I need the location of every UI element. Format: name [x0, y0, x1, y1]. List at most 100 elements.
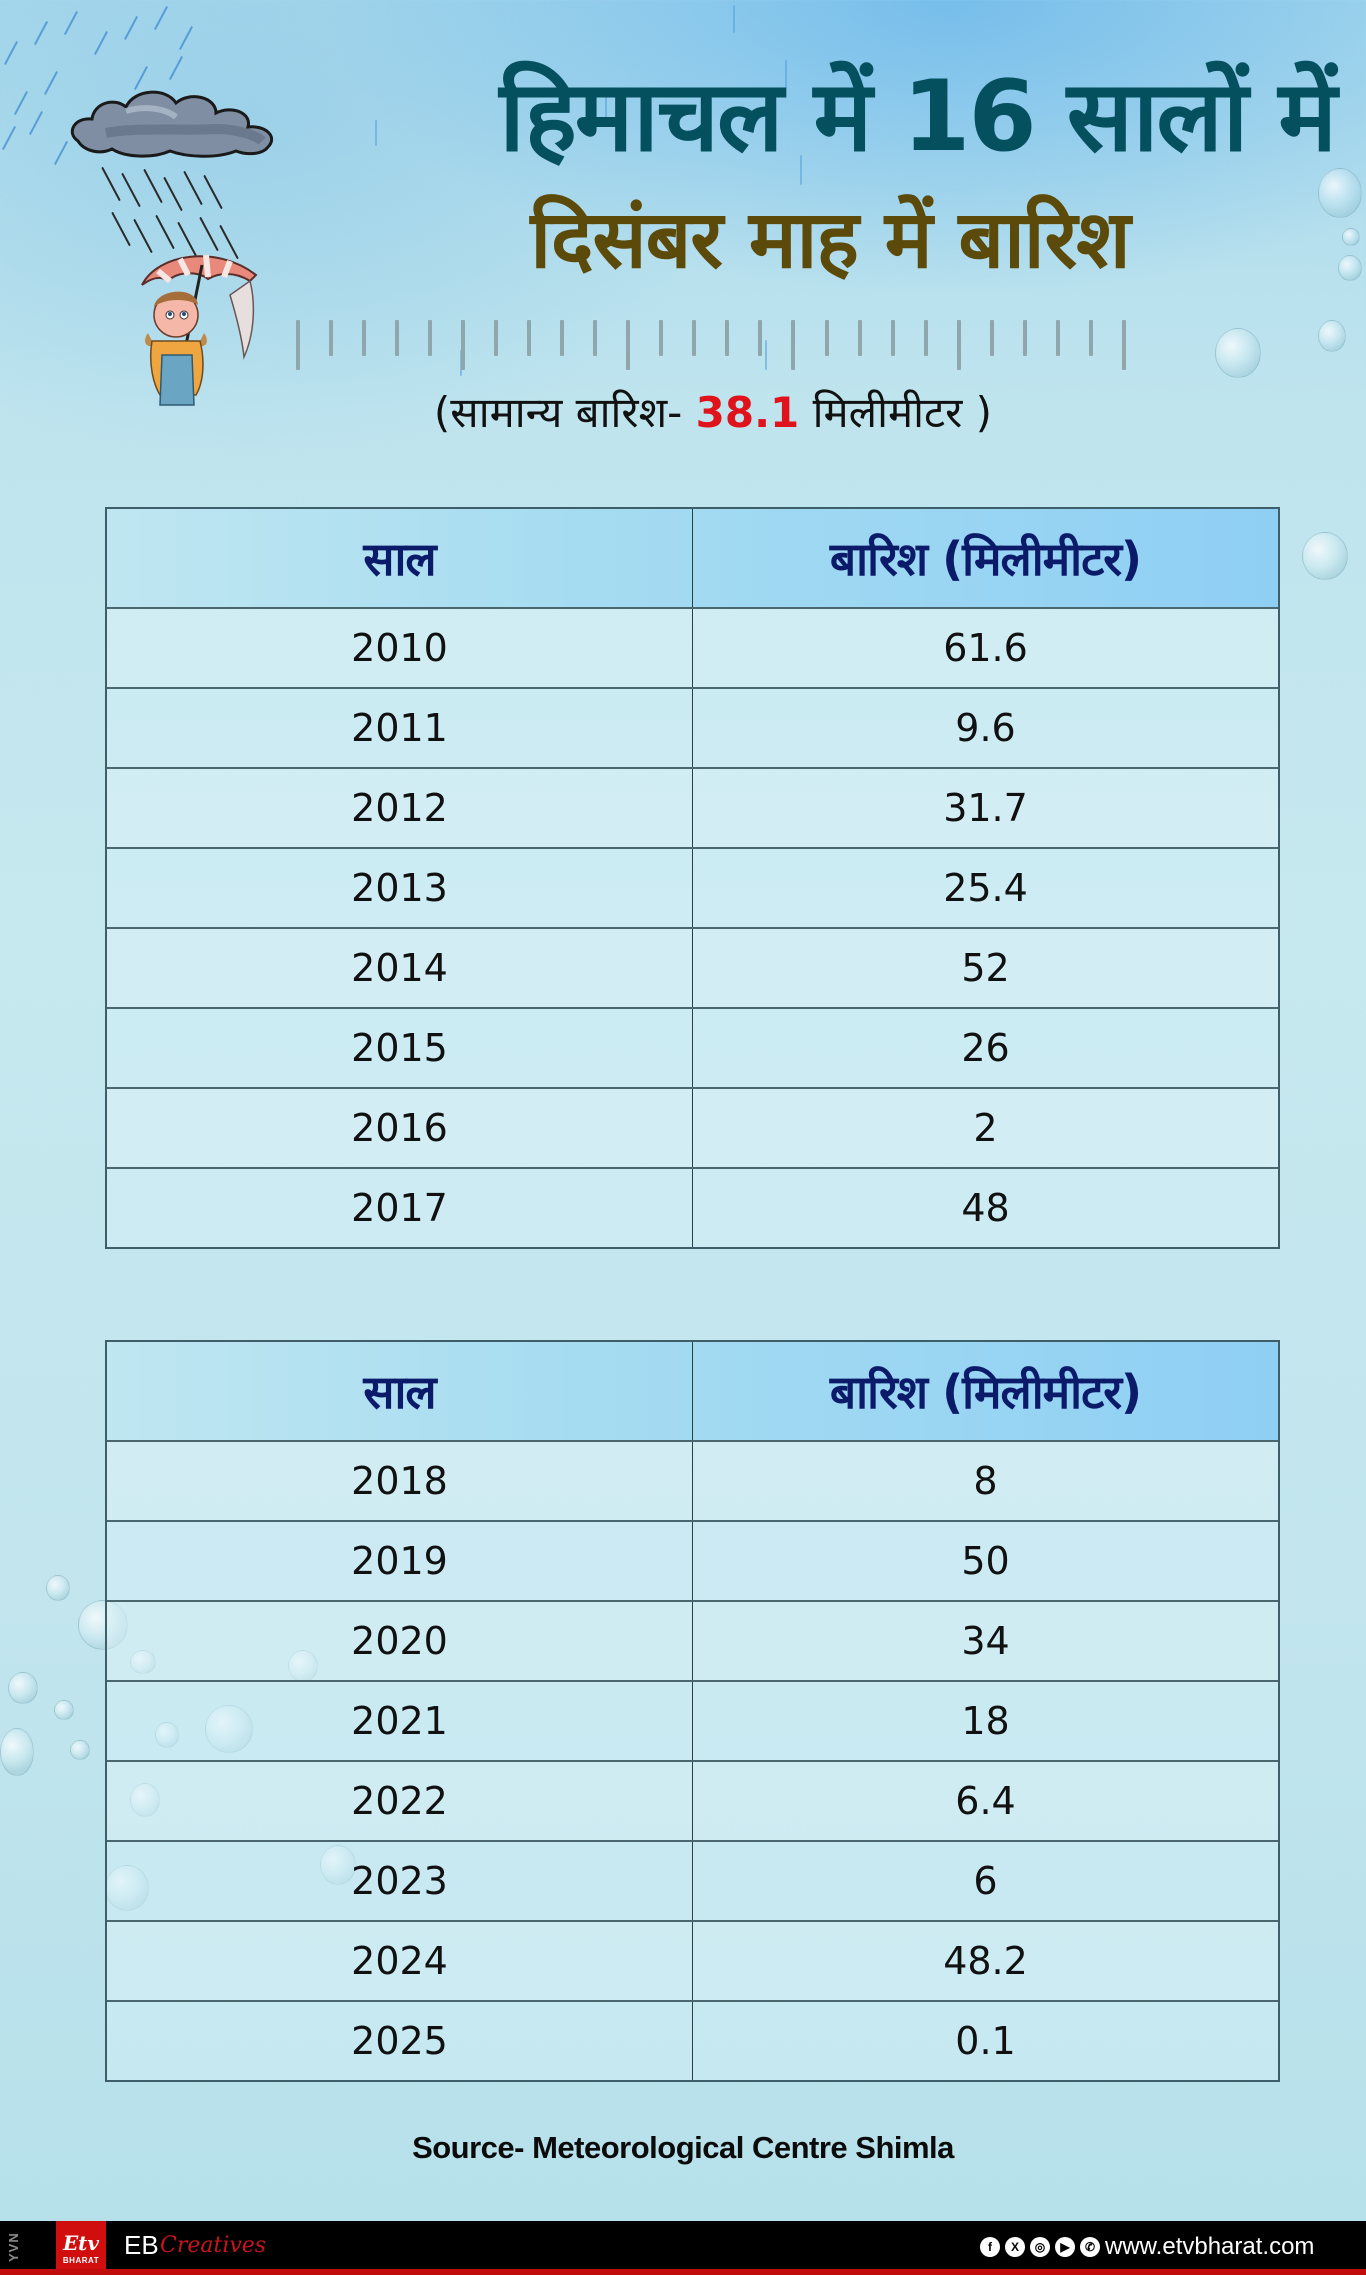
rain-streak [733, 5, 735, 33]
normal-rainfall-value: 38.1 [695, 388, 800, 437]
water-drop-icon [46, 1575, 70, 1601]
water-drop-icon [8, 1672, 38, 1704]
year-cell: 2012 [107, 769, 693, 847]
x-icon[interactable]: X [1005, 2237, 1025, 2257]
year-cell: 2025 [107, 2002, 693, 2080]
rainfall-cell: 34 [961, 1619, 1010, 1663]
table-row: 2016 2 [107, 1087, 1278, 1167]
column-header-rainfall: बारिश (मिलीमीटर) [829, 532, 1142, 586]
social-links: f X ◎ ▶ ✆ [980, 2237, 1100, 2257]
table-row: 2023 6 [107, 1840, 1278, 1920]
water-drop-icon [0, 1728, 34, 1776]
normal-rainfall-note: (सामान्य बारिश- 38.1 मिलीमीटर ) [0, 378, 1366, 448]
year-cell: 2024 [107, 1922, 693, 2000]
rainfall-cell: 9.6 [955, 706, 1016, 750]
year-cell: 2021 [107, 1682, 693, 1760]
etv-bharat-logo[interactable]: Etv BHARAT [56, 2221, 106, 2269]
water-drop-icon [1338, 255, 1362, 281]
ruler-divider [296, 320, 1126, 374]
logo-subtext: BHARAT [62, 2256, 100, 2265]
normal-rainfall-prefix: (सामान्य बारिश- [433, 388, 696, 437]
table-row: 2019 50 [107, 1520, 1278, 1600]
rain-streak [460, 350, 462, 376]
footer-bar: YVN Etv BHARAT EB Creatives f X ◎ ▶ ✆ ww… [0, 2221, 1366, 2275]
rainfall-cell: 6.4 [955, 1779, 1016, 1823]
rainfall-cell: 6 [973, 1859, 998, 1903]
table-row: 2025 0.1 [107, 2000, 1278, 2080]
rainfall-cell: 2 [973, 1106, 998, 1150]
year-cell: 2011 [107, 689, 693, 767]
water-drop-icon [1302, 532, 1348, 580]
year-cell: 2016 [107, 1089, 693, 1167]
table-header-row: साल बारिश (मिलीमीटर) [107, 509, 1278, 607]
rainfall-cell: 52 [961, 946, 1010, 990]
water-drop-icon [1215, 328, 1261, 378]
water-drop-icon [1342, 228, 1360, 246]
rainfall-cell: 50 [961, 1539, 1010, 1583]
water-drop-icon [70, 1740, 90, 1760]
page-title: हिमाचल में 16 सालों में [499, 60, 1337, 174]
rain-streak [605, 95, 607, 123]
water-drop-icon [54, 1700, 74, 1720]
rainfall-table-2010-2017: साल बारिश (मिलीमीटर) 2010 61.6 2011 9.6 … [105, 507, 1280, 1249]
table-row: 2022 6.4 [107, 1760, 1278, 1840]
year-cell: 2023 [107, 1842, 693, 1920]
normal-rainfall-suffix: मिलीमीटर ) [799, 388, 993, 437]
column-header-rainfall: बारिश (मिलीमीटर) [829, 1365, 1142, 1419]
brand-eb: EB [124, 2230, 159, 2260]
whatsapp-icon[interactable]: ✆ [1080, 2237, 1100, 2257]
year-cell: 2015 [107, 1009, 693, 1087]
year-cell: 2018 [107, 1442, 693, 1520]
rain-streak [785, 60, 787, 88]
year-cell: 2019 [107, 1522, 693, 1600]
table-row: 2020 34 [107, 1600, 1278, 1680]
brand-creatives: Creatives [160, 2233, 267, 2258]
rainfall-cell: 48.2 [943, 1939, 1028, 1983]
rainfall-cell: 48 [961, 1186, 1010, 1230]
water-drop-icon [1318, 320, 1346, 352]
table-row: 2013 25.4 [107, 847, 1278, 927]
source-credit: Source- Meteorological Centre Shimla [412, 2130, 954, 2165]
rainfall-cell: 61.6 [943, 626, 1028, 670]
rainfall-cell: 0.1 [955, 2019, 1016, 2063]
girl-with-umbrella-icon [141, 254, 258, 406]
rainfall-cell: 31.7 [943, 786, 1028, 830]
table-row: 2014 52 [107, 927, 1278, 1007]
instagram-icon[interactable]: ◎ [1030, 2237, 1050, 2257]
table-row: 2021 18 [107, 1680, 1278, 1760]
rainfall-table-2018-2025: साल बारिश (मिलीमीटर) 2018 8 2019 50 2020… [105, 1340, 1280, 2082]
year-cell: 2014 [107, 929, 693, 1007]
footer-accent-line [0, 2269, 1366, 2275]
year-cell: 2017 [107, 1169, 693, 1247]
water-drop-icon [1318, 168, 1362, 218]
website-link[interactable]: www.etvbharat.com [1105, 2233, 1315, 2260]
column-header-year: साल [107, 1342, 693, 1440]
table-row: 2024 48.2 [107, 1920, 1278, 2000]
side-label: YVN [6, 2232, 21, 2262]
rain-cloud-icon [70, 90, 274, 158]
rain-streak [375, 120, 377, 146]
table-row: 2017 48 [107, 1167, 1278, 1247]
rainfall-cell: 25.4 [943, 866, 1028, 910]
table-row: 2015 26 [107, 1007, 1278, 1087]
rain-streak [540, 220, 542, 246]
table-row: 2010 61.6 [107, 607, 1278, 687]
rain-streak [765, 340, 767, 370]
table-header-row: साल बारिश (मिलीमीटर) [107, 1342, 1278, 1440]
year-cell: 2013 [107, 849, 693, 927]
youtube-icon[interactable]: ▶ [1055, 2237, 1075, 2257]
illustration [60, 75, 310, 415]
rainfall-cell: 8 [973, 1459, 998, 1503]
year-cell: 2022 [107, 1762, 693, 1840]
rainfall-cell: 26 [961, 1026, 1010, 1070]
table-row: 2018 8 [107, 1440, 1278, 1520]
column-header-year: साल [107, 509, 693, 607]
table-row: 2011 9.6 [107, 687, 1278, 767]
year-cell: 2010 [107, 609, 693, 687]
rainfall-cell: 18 [961, 1699, 1010, 1743]
page-subtitle-heading: दिसंबर माह में बारिश [530, 193, 1130, 286]
facebook-icon[interactable]: f [980, 2237, 1000, 2257]
table-row: 2012 31.7 [107, 767, 1278, 847]
logo-text: Etv [62, 2231, 100, 2255]
year-cell: 2020 [107, 1602, 693, 1680]
